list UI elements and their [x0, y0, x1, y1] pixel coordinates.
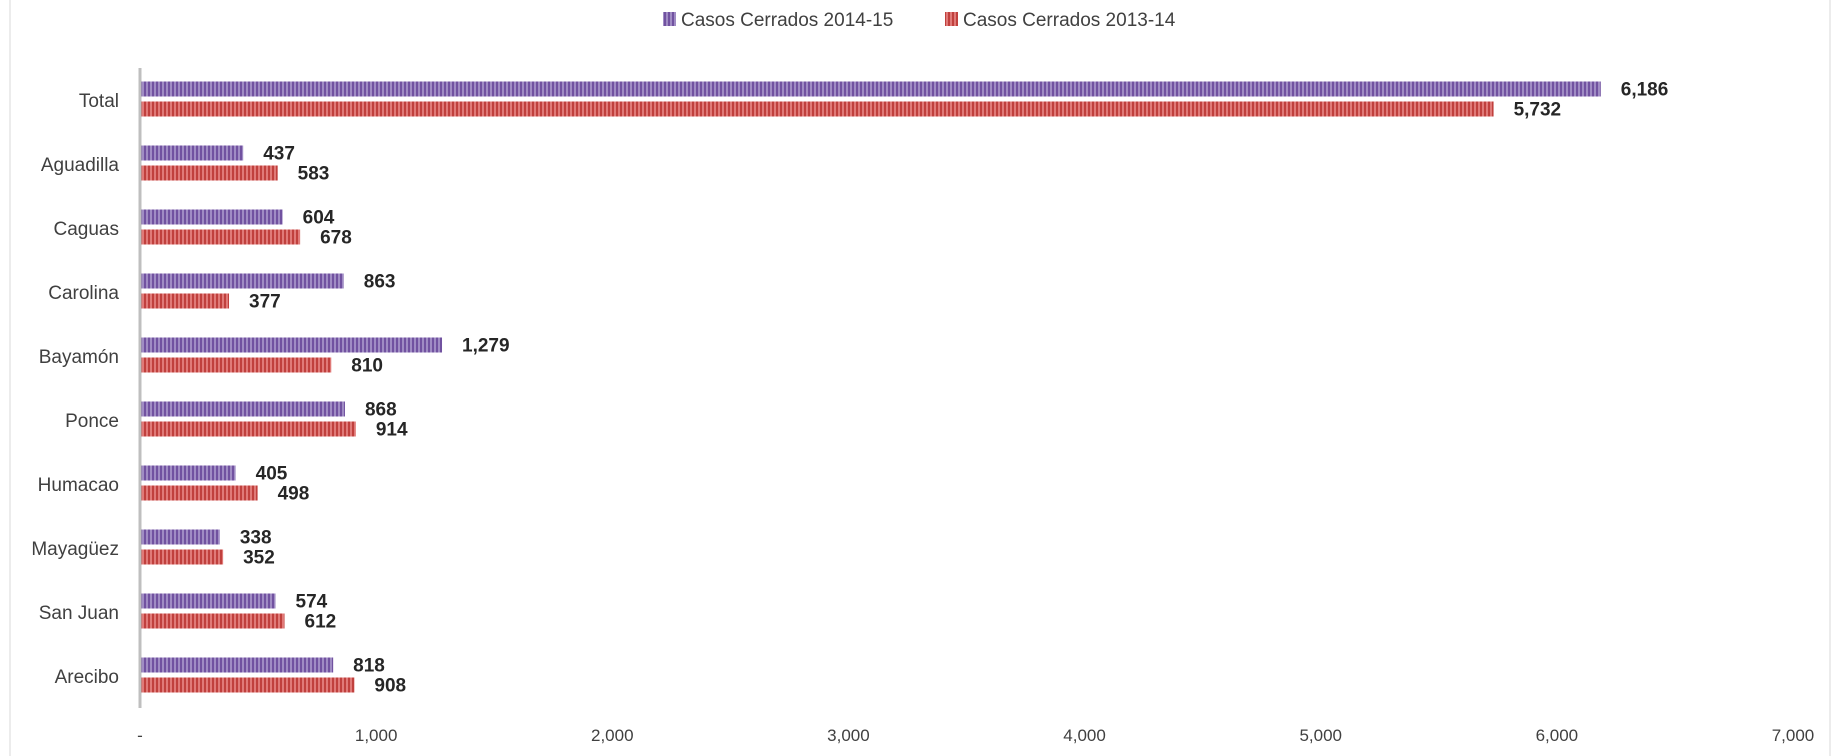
- bar-series-1: [141, 337, 443, 353]
- legend-label: Casos Cerrados 2014-15: [681, 10, 893, 31]
- bar-series-2: [141, 421, 356, 437]
- category-label: San Juan: [39, 603, 119, 624]
- data-label: 498: [278, 484, 310, 505]
- x-tick-label: 2,000: [591, 726, 634, 745]
- x-tick-label: 3,000: [827, 726, 870, 745]
- data-label: 377: [249, 292, 281, 313]
- category-label: Caguas: [54, 219, 120, 240]
- category-label: Total: [79, 91, 119, 112]
- bar-series-2: [141, 101, 1494, 117]
- chart-border: [9, 0, 1831, 756]
- bar-series-2: [141, 485, 258, 501]
- bar-series-2: [141, 549, 224, 565]
- x-tick-label: 5,000: [1299, 726, 1342, 745]
- x-tick-label: 7,000: [1772, 726, 1815, 745]
- bar-series-1: [141, 657, 334, 673]
- data-label: 678: [320, 228, 352, 249]
- category-label: Bayamón: [39, 347, 119, 368]
- data-label: 574: [296, 592, 328, 613]
- bar-series-2: [141, 357, 332, 373]
- bar-series-1: [141, 593, 276, 609]
- data-label: 818: [353, 656, 385, 677]
- data-label: 405: [256, 464, 288, 485]
- bar-series-1: [141, 465, 236, 481]
- legend-swatch: [663, 12, 676, 26]
- category-label: Arecibo: [55, 667, 119, 688]
- data-label: 437: [263, 144, 295, 165]
- data-label: 1,279: [462, 336, 510, 357]
- data-label: 868: [365, 400, 397, 421]
- data-label: 583: [298, 164, 330, 185]
- legend: Casos Cerrados 2014-15 Casos Cerrados 201…: [663, 10, 1176, 31]
- x-tick-label: 1,000: [355, 726, 398, 745]
- category-label: Ponce: [65, 411, 119, 432]
- x-tick-label: -: [137, 726, 143, 745]
- legend-label: Casos Cerrados 2013-14: [963, 10, 1176, 31]
- bar-series-2: [141, 677, 355, 693]
- x-axis-ticks: - 1,000 2,000 3,000 4,000 5,000 6,000 7,000: [137, 726, 1814, 745]
- category-label: Carolina: [48, 283, 119, 304]
- data-label: 604: [303, 208, 335, 229]
- bar-series-1: [141, 81, 1601, 97]
- data-label: 810: [351, 356, 383, 377]
- bar-series-2: [141, 613, 285, 629]
- bar-series-1: [141, 273, 344, 289]
- category-labels: Total Aguadilla Caguas Carolina Bayamón Ponce…: [31, 91, 119, 688]
- bars-group: 6,1865,7324375836046788633771,2798108689…: [141, 80, 1668, 697]
- x-tick-label: 6,000: [1536, 726, 1579, 745]
- data-label: 908: [374, 676, 406, 697]
- bar-series-1: [141, 529, 220, 545]
- data-label: 612: [305, 612, 337, 633]
- bar-series-1: [141, 145, 244, 161]
- bar-series-2: [141, 165, 278, 181]
- data-label: 914: [376, 420, 408, 441]
- category-label: Humacao: [38, 475, 119, 496]
- bar-series-1: [141, 401, 345, 417]
- data-label: 352: [243, 548, 275, 569]
- legend-swatch: [945, 12, 958, 26]
- x-tick-label: 4,000: [1063, 726, 1106, 745]
- category-label: Mayagüez: [31, 539, 119, 560]
- data-label: 338: [240, 528, 272, 549]
- data-label: 863: [364, 272, 396, 293]
- bar-series-2: [141, 229, 301, 245]
- category-label: Aguadilla: [41, 155, 120, 176]
- bar-series-1: [141, 209, 283, 225]
- bar-series-2: [141, 293, 230, 309]
- data-label: 5,732: [1514, 100, 1562, 121]
- data-label: 6,186: [1621, 80, 1669, 101]
